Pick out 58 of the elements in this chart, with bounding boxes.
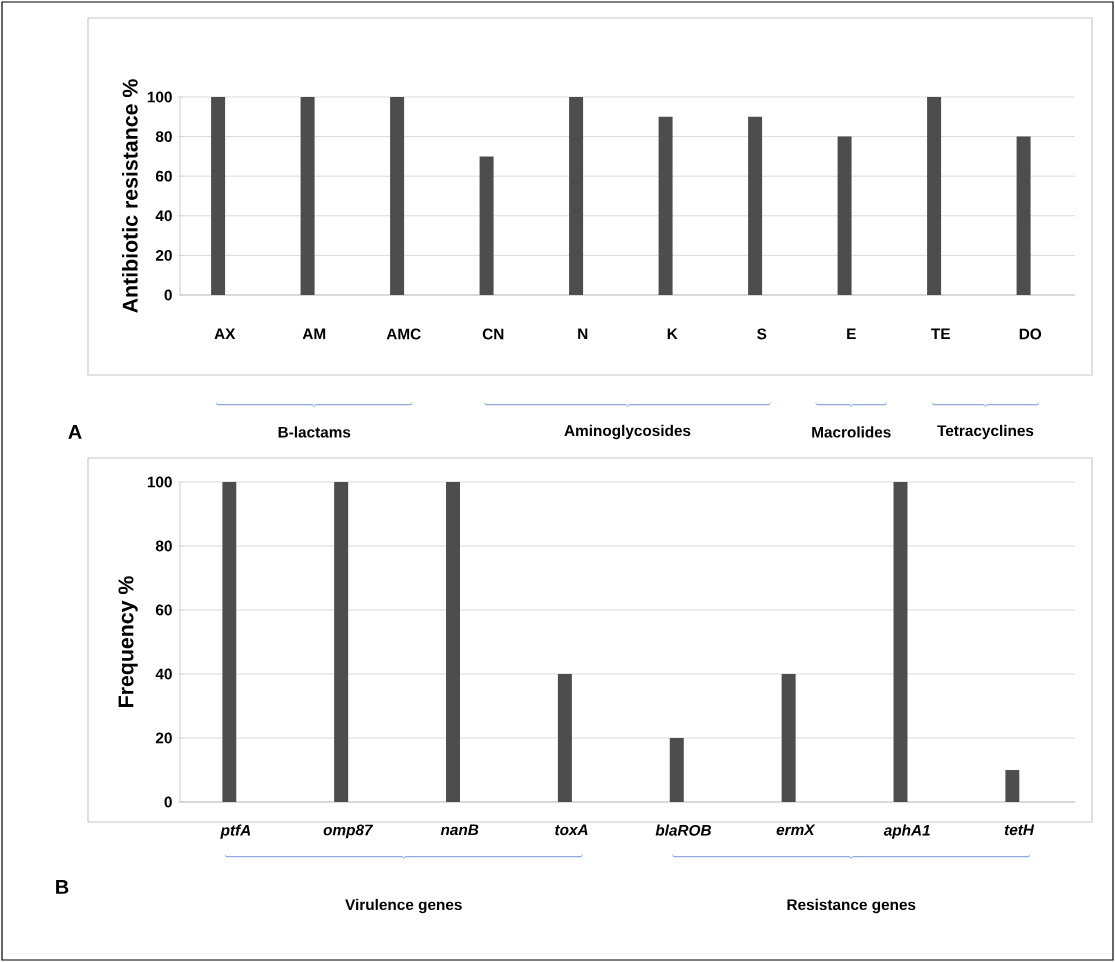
x-tick-label: AM <box>302 328 326 340</box>
text: Resistance genes <box>787 898 916 914</box>
y-tick-label: 40 <box>155 668 172 680</box>
x-tick-label: tetH <box>1004 824 1035 836</box>
y-tick-label: 0 <box>164 796 172 808</box>
bar <box>390 96 405 295</box>
y-tick-label: 60 <box>155 604 172 616</box>
x-tick-label: omp87 <box>323 824 374 839</box>
bar <box>1016 136 1031 295</box>
x-tick-label: AMC <box>386 328 421 340</box>
text: Aminoglycosides <box>564 424 691 440</box>
text: Macrolides <box>812 426 891 438</box>
bar <box>837 136 852 295</box>
bar <box>1005 769 1020 802</box>
x-tick-label: aphA1 <box>883 824 930 839</box>
bar <box>781 673 796 802</box>
x-tick-label: E <box>847 328 856 340</box>
y-tick-label: 80 <box>155 540 172 552</box>
y-tick-label: 40 <box>155 210 172 222</box>
x-tick-label: TE <box>931 328 950 340</box>
bar <box>446 481 461 802</box>
y-tick-label: 100 <box>147 91 172 103</box>
text: Tetracyclines <box>937 424 1034 440</box>
x-tick-label: AX <box>214 328 236 340</box>
bar <box>557 673 572 802</box>
text: Virulence genes <box>345 898 462 914</box>
x-tick-label: toxA <box>555 824 588 836</box>
y-tick-label: 0 <box>164 289 172 301</box>
x-tick-label: blaROB <box>655 824 711 836</box>
y-tick-label: 60 <box>155 170 172 182</box>
y-tick-label: 100 <box>147 476 172 488</box>
y-tick-label: 20 <box>155 732 172 744</box>
bar <box>569 96 584 295</box>
x-tick-label: K <box>667 328 678 340</box>
bar <box>211 96 226 295</box>
bar <box>479 156 494 295</box>
x-tick-label: nanB <box>440 824 479 836</box>
x-tick-label: DO <box>1019 328 1042 340</box>
x-tick-label: ermX <box>776 824 816 836</box>
x-tick-label: ptfA <box>220 824 251 839</box>
bar <box>669 737 684 802</box>
y-tick-label: 80 <box>155 131 172 143</box>
text: B-lactams <box>278 426 351 438</box>
x-tick-label: S <box>757 328 767 340</box>
bar <box>334 481 349 802</box>
bar <box>222 481 237 802</box>
text: A <box>68 425 82 439</box>
bar <box>893 481 908 802</box>
x-tick-label: CN <box>482 328 504 340</box>
y-tick-label: 20 <box>155 249 172 261</box>
bar <box>300 96 315 295</box>
y-axis-title: Antibiotic resistance % <box>122 79 138 313</box>
bar <box>748 116 763 295</box>
y-axis-title: Frequency % <box>118 576 138 707</box>
bar <box>927 96 942 295</box>
x-tick-label: N <box>578 328 588 340</box>
bar <box>658 116 673 295</box>
text: B <box>56 880 69 894</box>
